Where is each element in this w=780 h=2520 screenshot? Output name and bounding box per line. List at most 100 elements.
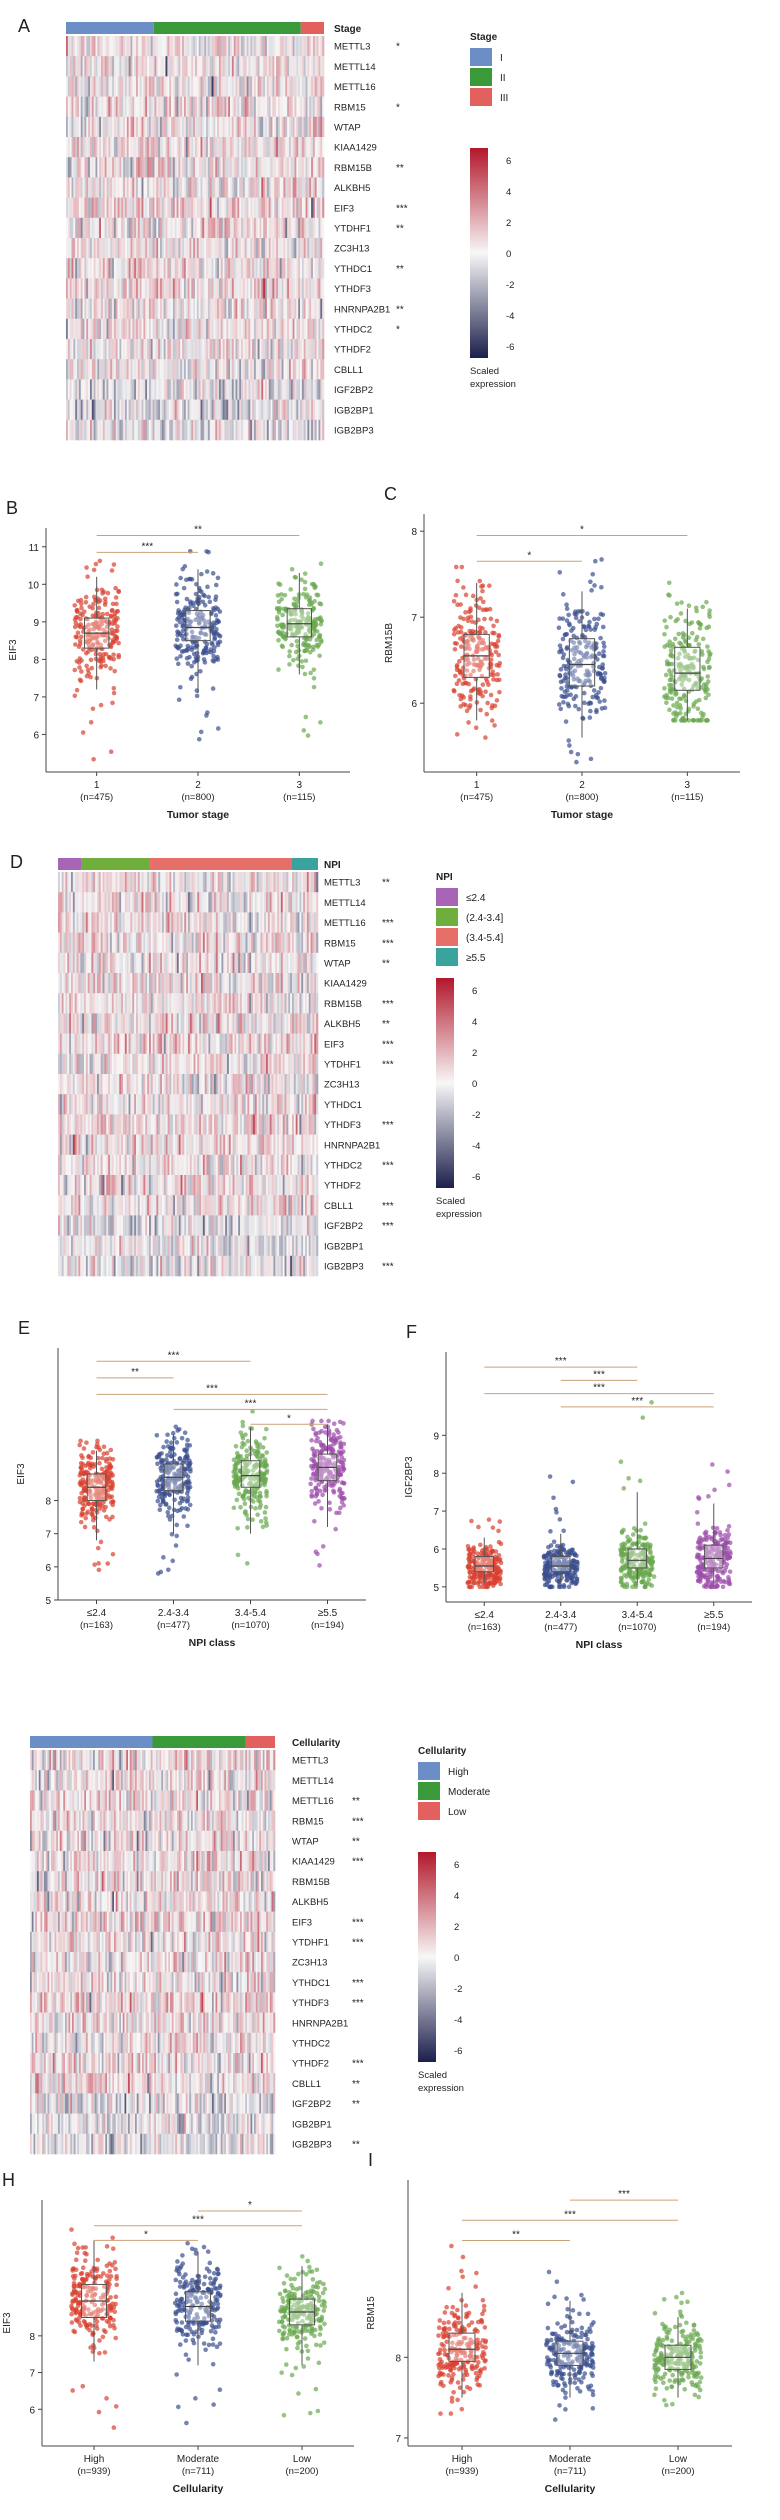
heatmap-cell [267,1094,271,1115]
heatmap-cell [180,318,183,340]
heatmap-cell [322,359,325,380]
heatmap-cell [128,1053,131,1075]
heatmap-cell [210,952,213,974]
heatmap-cell [154,1013,157,1034]
gene-label: METTL16 [334,82,376,93]
heatmap-cell [215,973,219,994]
heatmap-cell [292,217,295,239]
heatmap-cell [240,932,243,954]
heatmap-cell [273,973,276,994]
heatmap-cell [322,419,325,441]
heatmap-cell [231,258,234,279]
heatmap-cell [158,56,161,77]
heatmap-cell [106,1053,109,1075]
heatmap-cell [88,116,91,138]
heatmap-cell [113,1134,116,1156]
heatmap-cell [74,912,77,933]
heatmap-cell [85,973,89,994]
heatmap-cell [137,399,141,421]
heatmap-cell [276,157,279,178]
heatmap-cell [119,36,122,57]
heatmap-cell [208,1154,211,1176]
heatmap-cell [244,217,247,239]
heatmap-cell [88,258,91,279]
heatmap-cell [80,892,83,913]
heatmap-cell [86,258,89,279]
heatmap-cell [104,973,107,994]
heatmap-cell [208,993,211,1014]
heatmap-cell [290,912,293,933]
heatmap-cell [296,238,299,259]
heatmap-cell [147,1074,150,1095]
heatmap-cell [186,993,189,1014]
heatmap-cell [261,258,264,279]
heatmap-cell [87,1074,90,1095]
heatmap-cell [307,177,310,198]
heatmap-cell [156,339,159,360]
heatmap-cell [223,932,226,954]
heatmap-cell [126,912,129,933]
heatmap-cell [169,892,172,913]
heatmap-cell [124,1053,128,1075]
heatmap-cell [95,197,98,219]
heatmap-cell [308,1033,311,1055]
heatmap-cell [270,217,273,239]
heatmap-cell [195,177,198,198]
heatmap-cell [305,419,308,441]
heatmap-cell [175,1094,178,1115]
heatmap-cell [230,1114,233,1135]
heatmap-cell [215,399,218,421]
heatmap-cell [149,1154,152,1176]
heatmap-cell [227,973,230,994]
heatmap-cell [82,1175,85,1196]
heatmap-cell [80,1114,83,1135]
heatmap-cell [110,197,113,219]
heatmap-cell [136,137,139,158]
heatmap-cell [244,258,247,279]
heatmap-cell [150,419,153,441]
heatmap-cell [320,157,323,178]
heatmap-cell [134,1134,137,1156]
heatmap-cell [238,1013,241,1034]
heatmap-cell [208,1033,211,1055]
heatmap-cell [104,157,107,178]
heatmap-cell [159,36,163,57]
heatmap-cell [189,1013,193,1034]
heatmap-cell [97,1074,100,1095]
heatmap-cell [69,872,72,893]
heatmap-cell [185,238,188,259]
heatmap-cell [256,1013,259,1034]
heatmap-cell [318,339,321,360]
heatmap-cell [141,993,144,1014]
heatmap-cell [274,116,277,138]
heatmap-cell [206,318,209,340]
heatmap-cell [152,116,155,138]
heatmap-cell [126,399,129,421]
heatmap-cell [301,419,305,441]
heatmap-cell [121,399,124,421]
heatmap-cell [113,56,117,77]
heatmap-cell [263,36,266,57]
heatmap-cell [288,1134,291,1156]
heatmap-cell [106,1033,109,1055]
heatmap-cell [169,872,172,893]
heatmap-cell [86,76,89,97]
heatmap-cell [143,973,146,994]
heatmap-cell [311,56,314,77]
heatmap-cell [150,137,153,158]
heatmap-cell [139,399,142,421]
heatmap-cell [71,1074,74,1095]
heatmap-cell [314,76,317,97]
heatmap-cell [266,1074,269,1095]
heatmap-cell [115,1033,118,1055]
heatmap-cell [123,1053,126,1075]
heatmap-cell [196,116,199,138]
heatmap-cell [196,298,199,320]
heatmap-cell [311,36,314,57]
heatmap-cell [61,1134,64,1156]
heatmap-cell [250,137,253,158]
heatmap-cell [88,298,91,320]
heatmap-cell [298,278,301,299]
heatmap-cell [290,157,293,178]
heatmap-cell [299,1033,302,1055]
